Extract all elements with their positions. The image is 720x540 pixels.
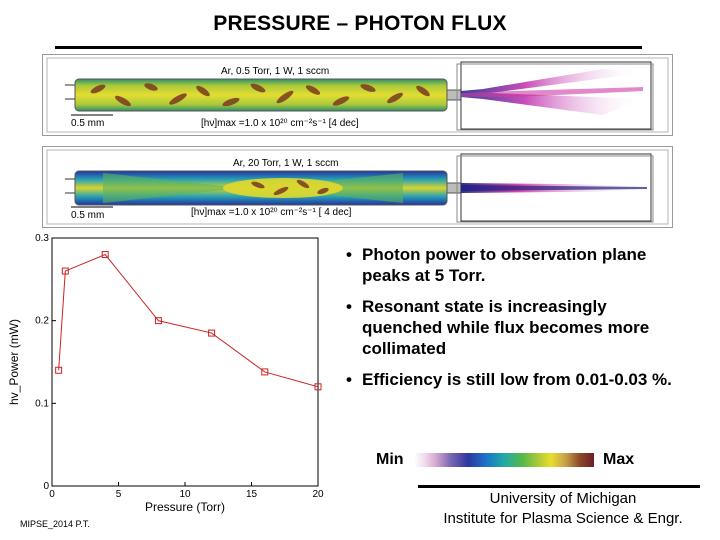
x-tick-label: 0 xyxy=(49,489,55,500)
panel-flux-max: [hν]max =1.0 x 10²⁰ cm⁻²s⁻¹ [4 dec] xyxy=(201,118,359,129)
panel-flux-max: [hν]max =1.0 x 10²⁰ cm⁻²s⁻¹ [ 4 dec] xyxy=(191,207,352,218)
y-axis-label: hv_Power (mW) xyxy=(7,319,21,405)
y-tick-label: 0 xyxy=(43,481,49,492)
affiliation-institute: Institute for Plasma Science & Engr. xyxy=(443,510,683,527)
data-point-marker xyxy=(61,267,69,275)
page-title: PRESSURE – PHOTON FLUX xyxy=(213,12,507,35)
power-vs-pressure-chart: 0 5 10 15 20 0 0.1 0.2 0.3 Pressure (Torr) hv_Po… xyxy=(7,233,324,514)
bullet-text: Resonant state is increasingly quenched … xyxy=(362,297,650,358)
chart-axes xyxy=(51,237,319,487)
affiliation-divider xyxy=(418,485,700,488)
data-point-marker xyxy=(314,383,322,391)
bullet-text: Efficiency is still low from 0.01-0.03 %… xyxy=(362,370,672,389)
x-tick-label: 15 xyxy=(246,489,258,500)
color-scale-legend: Min Max xyxy=(376,448,666,472)
x-axis-label: Pressure (Torr) xyxy=(145,500,225,514)
chart-series xyxy=(55,251,322,391)
color-scale-min-label: Min xyxy=(376,451,404,468)
bullet-item: • Resonant state is increasingly quenche… xyxy=(346,296,676,359)
bullet-icon: • xyxy=(346,370,352,389)
x-tick-label: 10 xyxy=(179,489,191,500)
chart-ticks: 0 5 10 15 20 0 0.1 0.2 0.3 xyxy=(35,233,324,500)
bullet-icon: • xyxy=(346,245,352,264)
data-point-marker xyxy=(101,251,109,259)
bullet-icon: • xyxy=(346,297,352,316)
x-tick-label: 5 xyxy=(116,489,122,500)
affiliation-university: University of Michigan xyxy=(489,490,637,507)
bullet-item: • Efficiency is still low from 0.01-0.03… xyxy=(346,369,676,390)
y-tick-label: 0.2 xyxy=(35,316,49,327)
simulation-image-low-pressure: Ar, 0.5 Torr, 1 W, 1 sccm 0.5 mm [hν]max… xyxy=(46,57,669,133)
panel-condition: Ar, 20 Torr, 1 W, 1 sccm xyxy=(233,158,338,169)
data-point-marker xyxy=(261,368,269,376)
data-point-marker xyxy=(154,317,162,325)
panel-scale-bar-label: 0.5 mm xyxy=(71,118,104,129)
color-scale-max-label: Max xyxy=(603,451,635,468)
plot-frame xyxy=(51,237,319,487)
simulation-image-high-pressure: Ar, 20 Torr, 1 W, 1 sccm 0.5 mm [hν]max … xyxy=(46,149,669,225)
y-tick-label: 0.1 xyxy=(35,398,49,409)
x-tick-label: 20 xyxy=(312,489,324,500)
footer-label: MIPSE_2014 P.T. xyxy=(20,519,90,529)
panel-scale-bar-label: 0.5 mm xyxy=(71,210,104,221)
simulation-panel-high-pressure: Ar, 20 Torr, 1 W, 1 sccm 0.5 mm [hν]max … xyxy=(42,146,673,228)
title-divider xyxy=(55,46,642,49)
bullet-item: • Photon power to observation plane peak… xyxy=(346,244,676,286)
data-point-marker xyxy=(55,366,63,374)
bullet-text: Photon power to observation plane peaks … xyxy=(362,245,647,285)
simulation-panel-low-pressure: Ar, 0.5 Torr, 1 W, 1 sccm 0.5 mm [hν]max… xyxy=(42,54,673,136)
color-scale-bar xyxy=(414,453,594,467)
series-line xyxy=(58,253,319,388)
bullet-list: • Photon power to observation plane peak… xyxy=(346,244,676,400)
data-point-marker xyxy=(208,329,216,337)
y-tick-label: 0.3 xyxy=(35,233,49,244)
panel-condition: Ar, 0.5 Torr, 1 W, 1 sccm xyxy=(221,66,329,77)
